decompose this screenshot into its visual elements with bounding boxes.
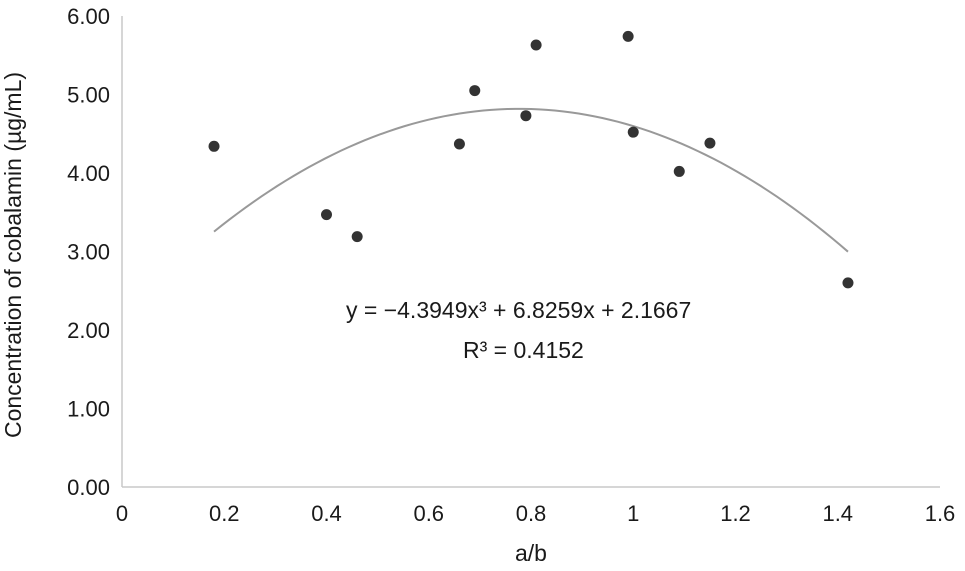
x-tick-label: 1.2	[720, 501, 751, 526]
x-tick-label: 0.6	[413, 501, 444, 526]
x-tick-label: 0.2	[209, 501, 240, 526]
x-tick-label: 0	[116, 501, 128, 526]
data-point	[704, 137, 716, 149]
trendline-r-squared: R³ = 0.4152	[463, 337, 584, 363]
x-tick-label: 0.8	[516, 501, 547, 526]
y-tick-label: 0.00	[67, 475, 110, 500]
data-point	[627, 126, 639, 138]
y-tick-label: 4.00	[67, 161, 110, 186]
y-tick-label: 5.00	[67, 83, 110, 108]
x-tick-label: 1.6	[925, 501, 956, 526]
data-point	[351, 231, 363, 243]
data-point	[842, 277, 854, 289]
y-tick-labels: 0.00 1.00 2.00 3.00 4.00 5.00 6.00	[67, 4, 110, 500]
x-tick-label: 1	[627, 501, 639, 526]
x-tick-label: 1.4	[822, 501, 853, 526]
trendline	[213, 107, 849, 253]
data-point	[520, 110, 532, 122]
trendline-equation: y = −4.3949x³ + 6.8259x + 2.1667	[346, 297, 691, 323]
data-point	[208, 140, 220, 152]
x-tick-label: 0.4	[311, 501, 342, 526]
y-axis-title: Concentration of cobalamin (µg/mL)	[0, 72, 26, 438]
data-point	[622, 30, 634, 42]
data-point	[530, 39, 542, 51]
data-point	[321, 209, 332, 221]
y-tick-label: 3.00	[67, 240, 110, 265]
data-points	[208, 30, 854, 289]
y-tick-label: 6.00	[67, 4, 110, 29]
data-point	[469, 85, 481, 97]
y-tick-label: 2.00	[67, 318, 110, 343]
x-axis-title: a/b	[515, 540, 547, 566]
y-tick-label: 1.00	[67, 397, 110, 422]
x-tick-labels: 0 0.2 0.4 0.6 0.8 1 1.2 1.4 1.6	[116, 501, 955, 526]
data-point	[453, 138, 465, 150]
data-point	[673, 165, 685, 177]
